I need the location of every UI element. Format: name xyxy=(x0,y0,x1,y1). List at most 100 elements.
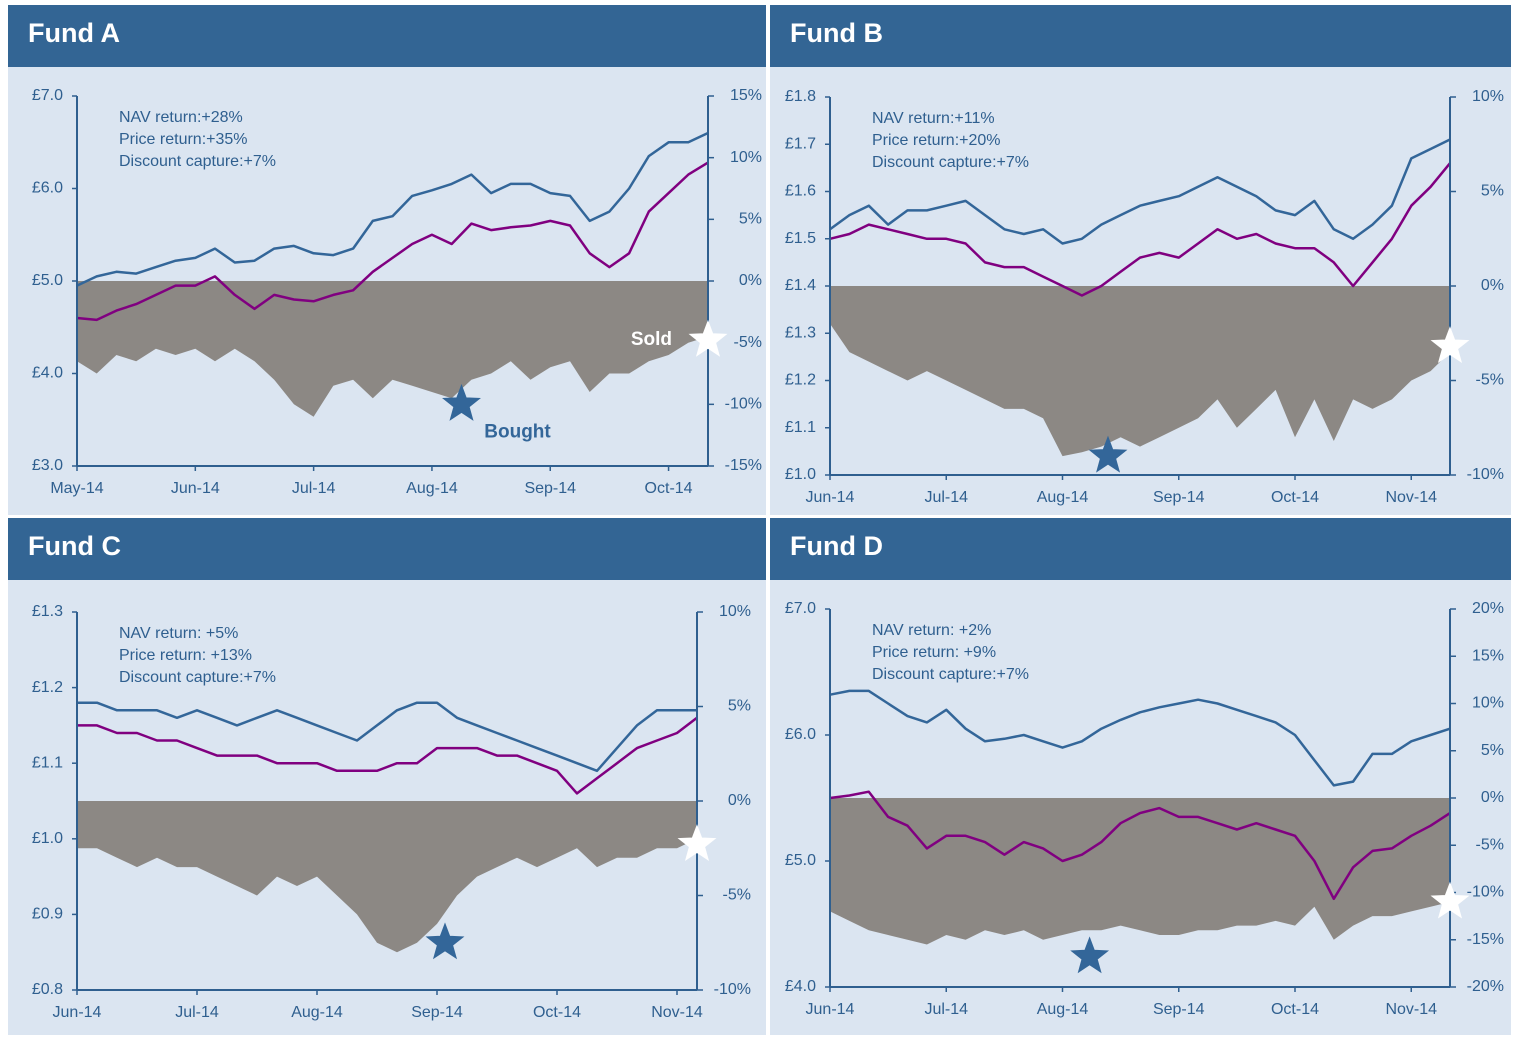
y2-tick-label: 10% xyxy=(1472,695,1504,712)
x-tick-label: Sep-14 xyxy=(411,1004,463,1021)
y2-tick-label: -10% xyxy=(1467,884,1504,901)
price-line xyxy=(829,689,1451,787)
x-tick-label: Sep-14 xyxy=(1153,1001,1205,1018)
x-tick-label: Jun-14 xyxy=(171,480,220,497)
x-tick-label: Jun-14 xyxy=(806,1001,855,1018)
price-line xyxy=(76,131,709,287)
y2-tick-label: 5% xyxy=(739,211,762,228)
y-tick-label: £1.0 xyxy=(32,830,63,847)
price-line xyxy=(829,790,1451,901)
annotation: NAV return: +5% xyxy=(119,625,238,642)
panel-header xyxy=(8,5,766,67)
annotation: NAV return:+11% xyxy=(872,110,995,127)
panel-header xyxy=(8,518,766,580)
y2-tick-label: -10% xyxy=(1467,466,1504,483)
panel-background xyxy=(8,518,766,1035)
x-tick-label: Jul-14 xyxy=(175,1004,219,1021)
y-tick-label: £1.5 xyxy=(785,230,816,247)
price-line xyxy=(77,701,697,773)
discount-area xyxy=(77,801,697,953)
event-star xyxy=(677,824,717,861)
y-tick-label: £1.6 xyxy=(785,183,816,200)
event-star xyxy=(688,319,728,357)
y2-tick-label: -5% xyxy=(1476,836,1504,853)
y2-tick-label: 15% xyxy=(1472,647,1504,664)
event-star xyxy=(442,383,481,421)
annotation: NAV return:+28% xyxy=(119,109,243,126)
y-tick-label: £7.0 xyxy=(785,600,816,617)
price-line xyxy=(77,716,698,795)
y2-tick-label: 0% xyxy=(739,272,762,289)
x-tick-label: Jun-14 xyxy=(806,489,855,506)
y2-tick-label: 10% xyxy=(730,149,762,166)
x-tick-label: Jul-14 xyxy=(924,1001,968,1018)
annotation: Price return: +9% xyxy=(872,644,996,661)
annotation: Discount capture:+7% xyxy=(872,154,1029,171)
y2-tick-label: -5% xyxy=(734,334,762,351)
x-tick-label: Oct-14 xyxy=(1271,1001,1319,1018)
x-tick-label: Aug-14 xyxy=(291,1004,343,1021)
discount-area xyxy=(830,286,1450,457)
y-tick-label: £0.9 xyxy=(32,906,63,923)
y2-tick-label: -5% xyxy=(723,887,751,904)
x-tick-label: Aug-14 xyxy=(1037,489,1089,506)
x-tick-label: Sep-14 xyxy=(524,480,576,497)
event-star xyxy=(1430,881,1470,919)
y-tick-label: £1.3 xyxy=(785,324,816,341)
panel-header xyxy=(770,518,1511,580)
discount-area xyxy=(77,281,708,417)
y-tick-label: £0.8 xyxy=(32,981,63,998)
y2-tick-label: 5% xyxy=(1481,742,1504,759)
x-tick-label: Nov-14 xyxy=(1385,1001,1437,1018)
x-tick-label: Nov-14 xyxy=(651,1004,703,1021)
x-tick-label: Oct-14 xyxy=(533,1004,581,1021)
panel-background xyxy=(770,518,1511,1035)
y-tick-label: £1.7 xyxy=(785,135,816,152)
y-tick-label: £1.8 xyxy=(785,88,816,105)
panel-background xyxy=(8,5,766,515)
event-star xyxy=(425,922,465,960)
x-tick-label: Oct-14 xyxy=(645,480,693,497)
x-tick-label: Sep-14 xyxy=(1153,489,1205,506)
y-tick-label: £7.0 xyxy=(32,87,63,104)
y2-tick-label: 0% xyxy=(1481,789,1504,806)
y-tick-label: £1.1 xyxy=(32,754,63,771)
y-tick-label: £1.2 xyxy=(785,372,816,389)
y-tick-label: £1.4 xyxy=(785,277,816,294)
y-tick-label: £5.0 xyxy=(32,272,63,289)
annotation: Price return: +13% xyxy=(119,647,252,664)
y2-tick-label: 5% xyxy=(728,698,751,715)
panel-title: Fund C xyxy=(28,531,121,561)
price-line xyxy=(76,161,709,322)
y-tick-label: £6.0 xyxy=(32,180,63,197)
event-label: Bought xyxy=(484,421,551,442)
x-tick-label: Jul-14 xyxy=(292,480,336,497)
y-tick-label: £4.0 xyxy=(32,365,63,382)
annotation: NAV return: +2% xyxy=(872,622,991,639)
y2-tick-label: -20% xyxy=(1467,978,1504,995)
x-tick-label: Nov-14 xyxy=(1385,489,1437,506)
x-tick-label: Jun-14 xyxy=(53,1004,102,1021)
y2-tick-label: 10% xyxy=(1472,88,1504,105)
y-tick-label: £1.2 xyxy=(32,679,63,696)
annotation: Price return:+20% xyxy=(872,132,1001,149)
y-tick-label: £5.0 xyxy=(785,852,816,869)
y-tick-label: £1.0 xyxy=(785,466,816,483)
y2-tick-label: -10% xyxy=(725,396,762,413)
annotation: Discount capture:+7% xyxy=(119,153,276,170)
annotation: Price return:+35% xyxy=(119,131,248,148)
event-label: Sold xyxy=(631,329,672,350)
discount-area xyxy=(830,798,1450,945)
y2-tick-label: 5% xyxy=(1481,183,1504,200)
annotation: Discount capture:+7% xyxy=(119,669,276,686)
panel-title: Fund B xyxy=(790,18,883,48)
panel-title: Fund D xyxy=(790,531,883,561)
y2-tick-label: 0% xyxy=(1481,277,1504,294)
x-tick-label: Jul-14 xyxy=(924,489,968,506)
y-tick-label: £1.3 xyxy=(32,603,63,620)
event-star xyxy=(1070,936,1110,974)
x-tick-label: May-14 xyxy=(50,480,103,497)
y2-tick-label: -15% xyxy=(1467,931,1504,948)
